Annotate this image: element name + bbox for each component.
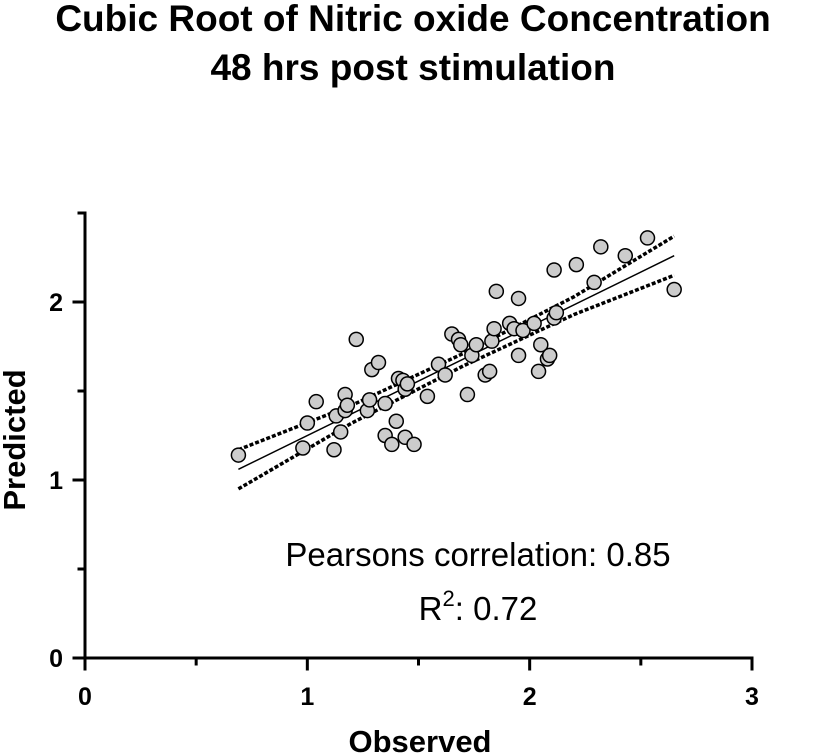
data-point — [468, 336, 485, 353]
data-point — [488, 283, 505, 300]
data-point — [308, 393, 324, 410]
data-point — [230, 447, 247, 463]
r2-sup: 2 — [443, 586, 455, 611]
data-point — [377, 395, 393, 412]
data-point — [546, 262, 562, 278]
data-point — [486, 320, 502, 337]
data-point — [510, 290, 527, 307]
x-tick-label: 0 — [78, 683, 92, 711]
data-point — [384, 436, 400, 453]
data-point — [295, 440, 311, 456]
data-point — [339, 397, 356, 413]
y-tick-label: 1 — [49, 467, 63, 495]
data-point — [332, 424, 349, 440]
r2-rest: : 0.72 — [455, 590, 538, 627]
data-point — [541, 347, 558, 364]
x-axis-label: Observed — [348, 724, 491, 756]
data-point — [452, 336, 469, 353]
data-point — [530, 363, 547, 380]
data-point — [617, 247, 634, 264]
annotation: Pearsons correlation: 0.85 — [285, 536, 670, 573]
data-point — [361, 392, 378, 408]
data-point — [419, 388, 436, 405]
data-point — [568, 256, 585, 273]
data-point — [593, 239, 609, 255]
fit-line — [238, 255, 675, 470]
data-point — [526, 315, 542, 332]
r2-annotation: R2: 0.72 — [419, 586, 538, 627]
x-tick-label: 3 — [745, 683, 759, 711]
x-tick-label: 1 — [300, 683, 314, 711]
y-axis-label: Predicted — [0, 369, 32, 510]
data-point — [639, 230, 656, 246]
data-point — [533, 336, 549, 353]
confidence-band — [237, 273, 675, 491]
data-point — [399, 376, 416, 392]
y-tick-label: 0 — [49, 645, 63, 673]
data-point — [406, 436, 422, 453]
data-point — [586, 274, 602, 291]
data-point — [459, 386, 476, 403]
data-point — [481, 363, 498, 380]
data-point — [666, 281, 682, 298]
data-point — [299, 415, 316, 431]
r2-base: R — [419, 590, 443, 627]
y-tick-label: 2 — [49, 289, 63, 317]
data-point — [326, 441, 342, 458]
chart-title: Cubic Root of Nitric oxide Concentration — [55, 0, 770, 39]
data-point — [510, 347, 527, 364]
data-point — [388, 413, 405, 430]
data-point — [437, 367, 453, 383]
data-point — [515, 322, 531, 339]
data-point — [370, 354, 387, 371]
data-point — [548, 304, 565, 321]
data-point — [348, 331, 364, 348]
x-tick-label: 2 — [523, 683, 537, 711]
chart-title: 48 hrs post stimulation — [210, 47, 615, 88]
data-point — [484, 333, 500, 349]
